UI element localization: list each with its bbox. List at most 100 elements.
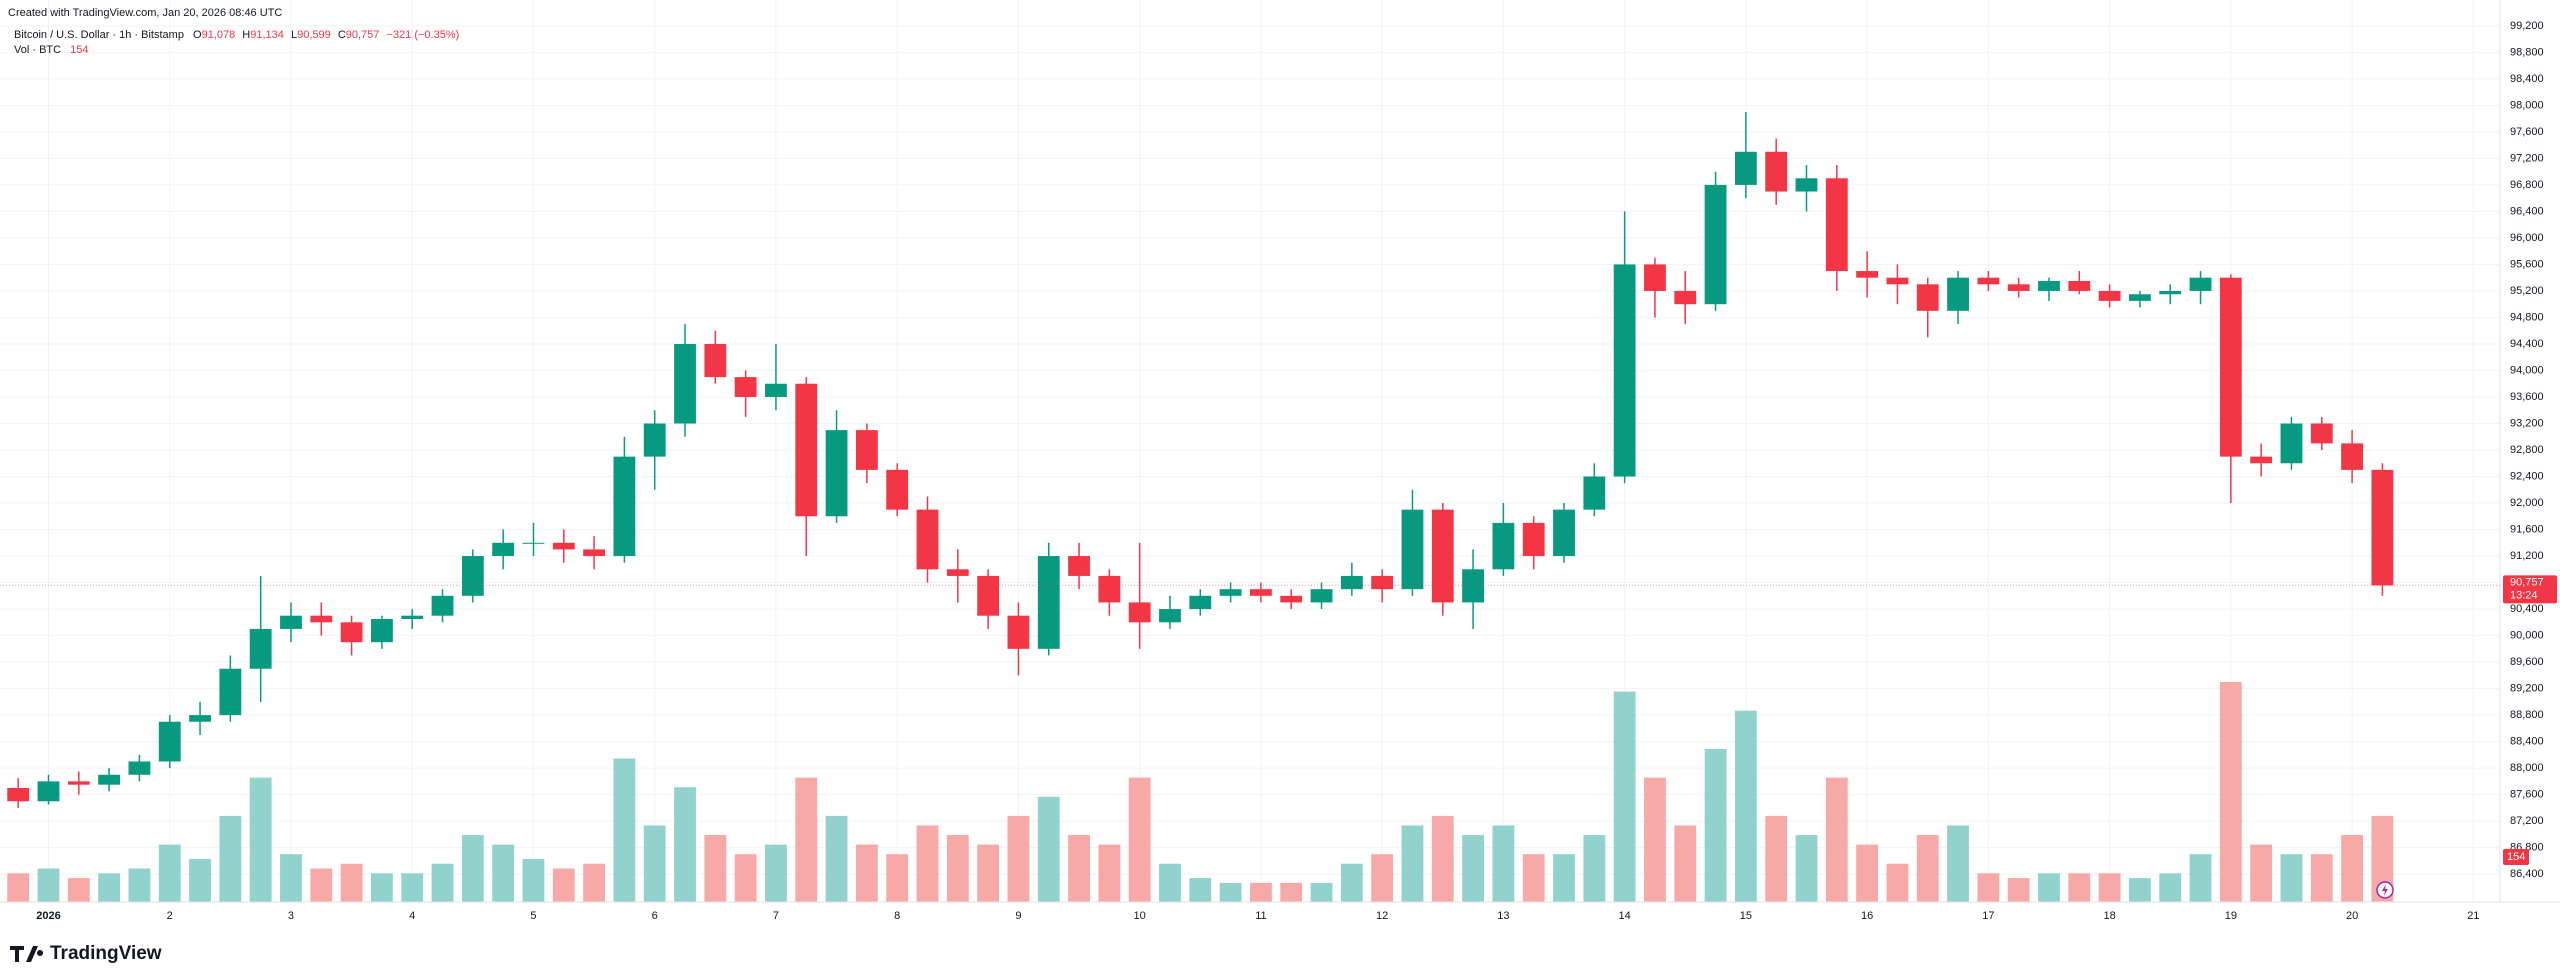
candle-body: [1037, 556, 1060, 649]
ohlc-value: 91,134: [250, 29, 284, 41]
ohlc-value: 90,599: [297, 29, 331, 41]
y-tick-label: 90,400: [2510, 603, 2544, 615]
y-tick-label: 98,400: [2510, 73, 2544, 85]
candle-body: [2341, 443, 2363, 470]
change: −321 (−0.35%): [386, 29, 459, 41]
y-tick-label: 91,600: [2510, 523, 2544, 535]
logo: TradingView: [10, 943, 162, 964]
candle-body: [1522, 522, 1545, 557]
candle-body: [158, 721, 181, 762]
y-tick-label: 96,800: [2510, 179, 2544, 191]
volume-bar: [613, 758, 636, 902]
candle-body: [1553, 509, 1575, 557]
volume-bar: [2007, 878, 2030, 902]
volume-bar: [825, 815, 848, 902]
volume-bar: [2310, 854, 2333, 902]
candle-body: [1280, 595, 1303, 603]
last-price-box: [2503, 575, 2557, 604]
candle-body: [1371, 575, 1394, 590]
candle-body: [1310, 589, 1333, 603]
volume-bar: [855, 844, 878, 902]
x-tick-label: 7: [773, 910, 779, 922]
y-tick-label: 97,200: [2510, 152, 2544, 164]
volume-bar: [492, 844, 515, 902]
volume-bar: [765, 844, 787, 902]
candle-body: [461, 556, 484, 596]
brand: TradingView: [50, 943, 162, 964]
volume-box: [2503, 849, 2529, 865]
volume-bar: [1431, 815, 1454, 902]
volume-bar: [2159, 873, 2182, 902]
volume-bar: [2098, 873, 2121, 902]
volume-bar: [1492, 825, 1515, 902]
y-tick-label: 98,800: [2510, 46, 2544, 58]
volume-bar: [2068, 873, 2091, 902]
volume-bar: [1371, 854, 1394, 902]
x-tick-label: 16: [1861, 910, 1873, 922]
volume-bar: [2250, 844, 2273, 902]
volume-bar: [370, 873, 393, 902]
candle-body: [855, 430, 878, 470]
last-price-label: 90,757: [2510, 576, 2544, 588]
volume-bar: [2280, 854, 2303, 902]
volume-bar: [2341, 835, 2363, 902]
y-tick-label: 93,600: [2510, 391, 2544, 403]
y-tick-label: 87,600: [2510, 789, 2544, 801]
volume-bar: [1128, 777, 1151, 902]
y-tick-label: 95,600: [2510, 258, 2544, 270]
y-tick-label: 86,400: [2510, 868, 2544, 880]
candle-body: [280, 615, 302, 629]
candle-body: [37, 781, 60, 802]
candle-body: [128, 761, 151, 775]
x-tick-label: 5: [530, 910, 536, 922]
volume-bar: [1856, 844, 1879, 902]
candle-body: [1613, 264, 1636, 477]
candle-body: [249, 628, 272, 669]
candle-body: [2371, 469, 2394, 586]
candle-body: [1977, 277, 2000, 285]
y-tick-label: 94,000: [2510, 364, 2544, 376]
volume-bar: [340, 863, 363, 902]
credit: Created with TradingView.com, Jan 20, 20…: [8, 7, 282, 19]
candle-body: [219, 668, 242, 716]
candle-body: [2007, 284, 2030, 291]
candle-body: [1007, 615, 1030, 649]
x-tick-label: 19: [2225, 910, 2237, 922]
volume-bar: [1401, 825, 1424, 902]
y-tick-label: 90,000: [2510, 629, 2544, 641]
volume-bar: [1553, 854, 1575, 902]
x-tick-label: 20: [2346, 910, 2358, 922]
y-tick-label: 97,600: [2510, 126, 2544, 138]
volume-bar: [1644, 777, 1666, 902]
candle-body: [886, 469, 909, 510]
x-tick-label: 6: [652, 910, 658, 922]
x-tick-label: 21: [2467, 910, 2479, 922]
volume-bar: [522, 858, 545, 902]
candle-body: [2219, 277, 2242, 457]
volume-bar: [189, 858, 211, 902]
candle-body: [401, 615, 424, 620]
y-tick-label: 92,000: [2510, 497, 2544, 509]
ohlc-value: 91,078: [202, 29, 236, 41]
x-tick-label: 8: [894, 910, 900, 922]
volume-bar: [98, 873, 121, 902]
y-tick-label: 87,200: [2510, 815, 2544, 827]
volume-bar: [1825, 777, 1848, 902]
volume-bar: [128, 868, 151, 902]
volume-bar: [2189, 854, 2212, 902]
candle-body: [431, 595, 454, 616]
candle-layer: [0, 112, 2500, 808]
volume-bar: [583, 863, 605, 902]
x-tick-label: 18: [2103, 910, 2115, 922]
countdown: 13:24: [2510, 589, 2538, 601]
candle-body: [1765, 151, 1788, 192]
candle-body: [795, 383, 818, 517]
y-tick-label: 92,400: [2510, 470, 2544, 482]
candle-body: [1644, 264, 1666, 291]
volume-bar: [1068, 835, 1090, 902]
candle-body: [583, 549, 605, 557]
volume-bar: [795, 777, 818, 902]
ohlc-value: 90,757: [346, 29, 380, 41]
volume-bar: [2129, 878, 2151, 902]
